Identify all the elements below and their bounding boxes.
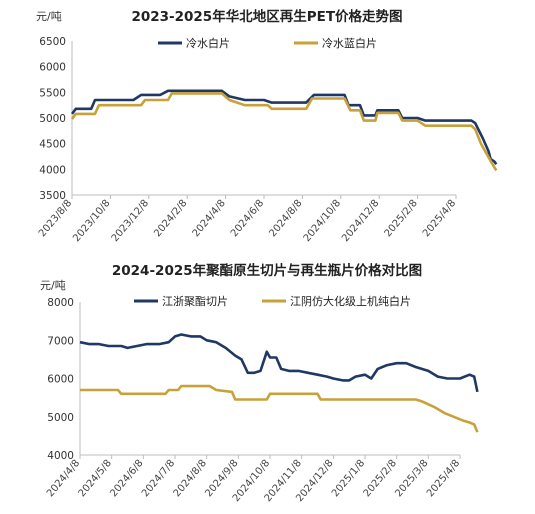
c2-y-tick-label: 6000 [47, 374, 74, 386]
c1-x-tick-label: 2023/8/8 [37, 198, 74, 239]
c1-y-tick-label: 6500 [39, 36, 66, 48]
c1-y-tick-label: 6000 [39, 62, 66, 74]
chart-1-axes [71, 41, 456, 196]
chart-2: 2024-2025年聚酯原生切片与再生瓶片价格对比图 元/吨 江浙聚酯切片 江阴… [40, 262, 479, 504]
c1-y-tick-label: 5000 [39, 113, 66, 125]
c1-y-tick-label: 4000 [39, 164, 66, 176]
c1-x-tick-label: 2025/2/8 [383, 198, 420, 239]
chart-2-y-ticks: 4000 5000 6000 7000 8000 [47, 297, 74, 462]
chart-2-series-virgin-chip-line [79, 333, 479, 393]
c1-x-tick-label: 2024/10/8 [302, 198, 343, 244]
chart-2-x-ticks: 2024/4/82024/5/82024/6/82024/7/82024/8/8… [45, 455, 462, 504]
c2-y-tick-label: 7000 [47, 335, 74, 347]
c1-y-tick-label: 4500 [39, 139, 66, 151]
chart-1-unit: 元/吨 [36, 10, 62, 23]
c1-y-tick-label: 3500 [39, 190, 66, 202]
c1-x-tick-label: 2023/10/8 [71, 198, 112, 244]
chart-1-lines [70, 89, 498, 172]
c1-y-tick-label: 5500 [39, 87, 66, 99]
chart-2-unit: 元/吨 [40, 279, 66, 292]
c1-x-tick-label: 2024/4/8 [191, 198, 228, 239]
c2-y-tick-label: 5000 [47, 412, 74, 424]
chart-1-legend-label-1: 冷水白片 [186, 36, 230, 50]
chart-1-series-cold-white-flake-line [70, 89, 498, 165]
c1-x-tick-label: 2024/6/8 [229, 198, 266, 239]
c1-x-tick-label: 2024/8/8 [267, 198, 304, 239]
chart-2-series-recycled-flake-line [80, 384, 479, 433]
chart-2-lines [79, 333, 479, 433]
chart-2-legend-label-2: 江阴仿大化级上机纯白片 [290, 294, 411, 308]
chart-1-title: 2023-2025年华北地区再生PET价格走势图 [131, 8, 402, 25]
chart-1-legend: 冷水白片 冷水蓝白片 [158, 36, 377, 50]
c2-y-tick-label: 8000 [47, 297, 74, 309]
chart-1-series-cold-blue-white-flake-line [70, 92, 498, 172]
chart-2-axes [79, 302, 460, 456]
chart-2-legend: 江浙聚酯切片 江阴仿大化级上机纯白片 [134, 294, 411, 308]
c2-y-tick-label: 4000 [47, 450, 74, 462]
chart-2-legend-label-1: 江浙聚酯切片 [162, 295, 228, 308]
c1-x-tick-label: 2024/2/8 [152, 198, 189, 239]
chart-2-title: 2024-2025年聚酯原生切片与再生瓶片价格对比图 [112, 262, 422, 279]
c1-x-tick-label: 2025/4/8 [421, 198, 458, 239]
c1-x-tick-label: 2023/12/8 [110, 198, 151, 244]
chart-1-y-ticks: 3500 4000 4500 5000 5500 6000 6500 [39, 36, 66, 202]
c1-x-tick-label: 2024/12/8 [340, 198, 381, 244]
chart-1-legend-label-2: 冷水蓝白片 [322, 36, 377, 50]
c2-x-tick-label: 2025/4/8 [425, 458, 462, 499]
chart-1: 2023-2025年华北地区再生PET价格走势图 元/吨 冷水白片 冷水蓝白片 … [36, 8, 498, 244]
